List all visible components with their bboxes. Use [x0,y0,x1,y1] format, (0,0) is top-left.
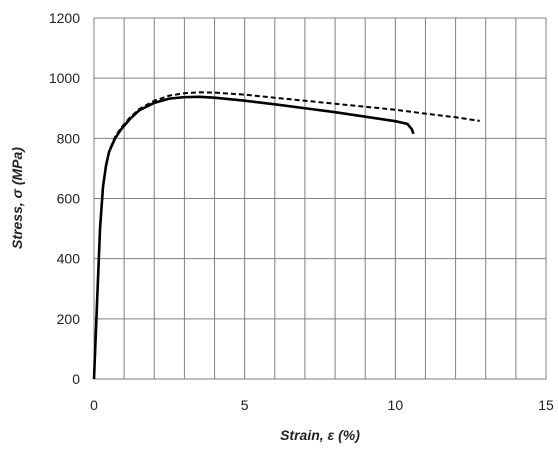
grid [94,18,546,379]
x-tick-label: 10 [388,397,404,413]
plot-area-border [93,17,547,380]
tick-labels: 0 5 10 15 0 200 400 600 800 1000 1200 [49,10,554,413]
y-tick-label: 1200 [49,10,80,26]
y-tick-label: 0 [72,371,80,387]
y-tick-label: 600 [57,191,81,207]
x-axis-title: Strain, ε (%) [280,427,360,443]
y-tick-label: 400 [57,251,81,267]
series-line-dashed [93,91,480,380]
y-tick-label: 200 [57,311,81,327]
series-layer [92,91,480,380]
y-axis-title: Stress, σ (MPa) [9,147,25,249]
y-tick-label: 800 [57,130,81,146]
x-tick-label: 0 [90,397,98,413]
y-tick-label: 1000 [49,70,80,86]
x-tick-label: 15 [538,397,554,413]
x-tick-label: 5 [241,397,249,413]
